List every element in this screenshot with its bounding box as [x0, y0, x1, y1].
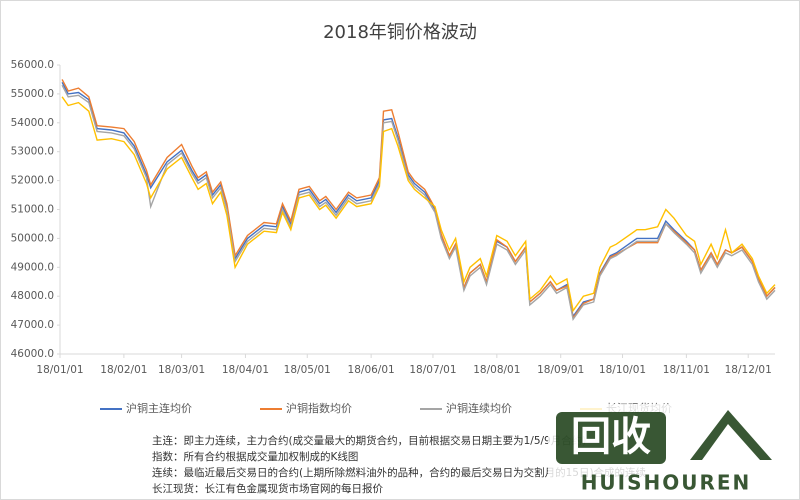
- logo-box: [556, 412, 666, 464]
- y-tick-label: 55000.0: [11, 88, 54, 100]
- logo-text: 回收: [571, 414, 651, 460]
- x-tick-label: 18/11/01: [663, 364, 710, 376]
- x-tick-label: 18/09/01: [537, 364, 584, 376]
- note-line: 长江现货：长江有色金属现货市场官网的每日报价: [152, 482, 383, 495]
- y-tick-label: 56000.0: [11, 59, 54, 71]
- logo-person: [690, 410, 772, 460]
- legend-label: 沪铜指数均价: [286, 401, 352, 415]
- legend-label: 沪铜主连均价: [126, 401, 192, 415]
- note-line: 指数：所有合约根据成交量加权制成的K线图: [152, 450, 358, 463]
- y-tick-label: 49000.0: [11, 261, 54, 273]
- x-tick-label: 18/03/01: [158, 364, 205, 376]
- series-line: [61, 96, 776, 313]
- y-tick-label: 48000.0: [11, 290, 54, 302]
- x-tick-label: 18/04/01: [222, 364, 269, 376]
- y-tick-label: 54000.0: [11, 117, 54, 129]
- x-tick-label: 18/08/01: [473, 364, 520, 376]
- x-tick-label: 18/07/01: [409, 364, 456, 376]
- brand-text: HUISHOUREN: [581, 471, 752, 495]
- x-tick-label: 18/05/01: [284, 364, 331, 376]
- x-tick-label: 18/02/01: [100, 364, 147, 376]
- y-tick-label: 46000.0: [11, 348, 54, 360]
- series-line: [61, 84, 776, 322]
- notes: 主连：即主力连续，主力合约(成交量最大的期货合约，目前根据交易日期主要为1/5/…: [152, 434, 647, 495]
- x-tick-label: 18/06/01: [348, 364, 395, 376]
- x-tick-label: 18/10/01: [599, 364, 646, 376]
- y-tick-label: 47000.0: [11, 319, 54, 331]
- chart-title: 2018年铜价格波动: [323, 22, 477, 43]
- x-tick-label: 18/12/01: [725, 364, 772, 376]
- note-line: 主连：即主力连续，主力合约(成交量最大的期货合约，目前根据交易日期主要为1/5/…: [152, 434, 586, 447]
- watermark: 回收 HUISHOUREN: [548, 404, 786, 496]
- note-line: 连续：最临近最后交易日的合约(上期所除燃料油外的品种，合约的最后交易日为交割月的…: [152, 466, 647, 479]
- y-tick-label: 50000.0: [11, 232, 54, 244]
- y-tick-label: 51000.0: [11, 204, 54, 216]
- y-tick-label: 53000.0: [11, 146, 54, 158]
- y-tick-label: 52000.0: [11, 175, 54, 187]
- legend-label: 沪铜连续均价: [446, 401, 512, 415]
- x-tick-label: 18/01/01: [36, 364, 83, 376]
